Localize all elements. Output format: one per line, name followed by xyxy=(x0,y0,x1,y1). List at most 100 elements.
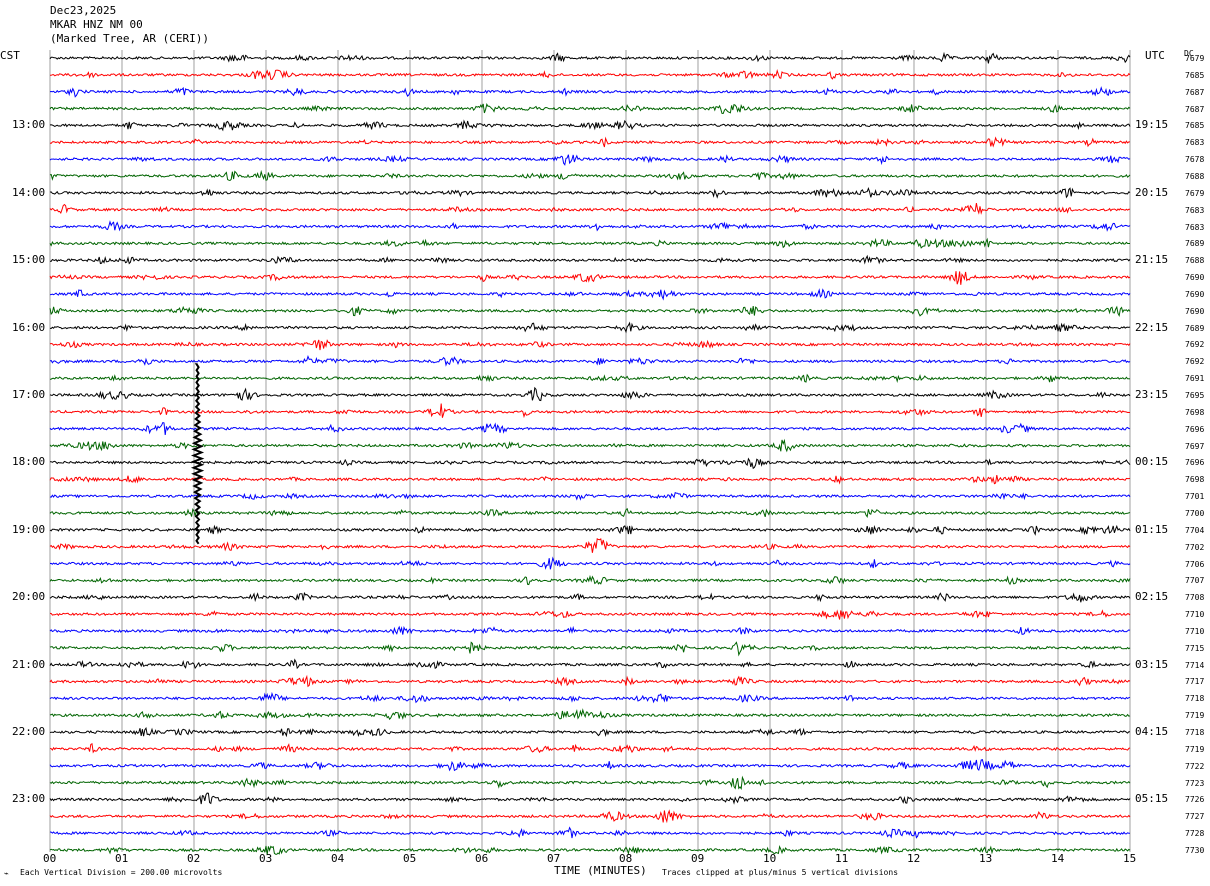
x-tick-label: 03 xyxy=(259,852,273,865)
dc-offset-label: 7688 xyxy=(1185,256,1205,266)
header-channel: MKAR HNZ NM 00 xyxy=(50,18,143,31)
left-time-label: 13:00 xyxy=(12,118,46,132)
dc-offset-label: 7700 xyxy=(1185,508,1205,518)
dc-offset-label: 7708 xyxy=(1185,593,1205,603)
dc-offset-label: 7698 xyxy=(1185,407,1205,417)
trace-28 xyxy=(49,507,1131,518)
dc-offset-label: 7683 xyxy=(1185,205,1205,215)
trace-48 xyxy=(49,845,1131,856)
dc-offset-label: 7687 xyxy=(1185,87,1205,97)
dc-offset-label: 7726 xyxy=(1185,795,1205,805)
right-time-label: 02:15 xyxy=(1135,590,1169,604)
trace-33 xyxy=(49,591,1131,603)
trace-20 xyxy=(49,373,1131,383)
trace-15 xyxy=(49,288,1131,301)
dc-offset-label: 7727 xyxy=(1185,812,1205,822)
dc-offset-label: 7695 xyxy=(1185,391,1205,401)
trace-7 xyxy=(49,154,1131,166)
dc-column-label: DC xyxy=(1184,49,1194,58)
dc-offset-label: 7707 xyxy=(1185,576,1205,586)
trace-39 xyxy=(49,691,1131,704)
right-time-label: 04:15 xyxy=(1135,725,1169,739)
trace-26 xyxy=(49,475,1131,485)
dc-offset-label: 7719 xyxy=(1185,711,1205,721)
event-spike xyxy=(190,363,205,545)
vertical-scale-note: Each Vertical Division = 200.00 microvol… xyxy=(20,868,223,877)
right-time-label: 01:15 xyxy=(1135,522,1169,536)
trace-14 xyxy=(49,271,1131,285)
trace-9 xyxy=(49,187,1131,199)
dc-offset-label: 7696 xyxy=(1185,458,1205,468)
trace-1 xyxy=(49,51,1131,64)
dc-offset-label: 7683 xyxy=(1185,222,1205,232)
trace-45 xyxy=(49,792,1131,805)
trace-47 xyxy=(49,826,1131,839)
trace-5 xyxy=(49,119,1131,132)
trace-19 xyxy=(49,355,1131,367)
dc-offset-label: 7689 xyxy=(1185,239,1205,249)
trace-30 xyxy=(49,537,1131,553)
trace-4 xyxy=(49,102,1131,115)
dc-offset-label: 7683 xyxy=(1185,138,1205,148)
dc-offset-label: 7719 xyxy=(1185,744,1205,754)
trace-13 xyxy=(49,254,1131,265)
dc-offset-label: 7678 xyxy=(1185,155,1205,165)
right-time-label: 00:15 xyxy=(1135,455,1169,469)
dc-offset-label: 7690 xyxy=(1185,289,1205,299)
trace-11 xyxy=(49,220,1131,232)
dc-offset-label: 7696 xyxy=(1185,424,1205,434)
left-time-label: 15:00 xyxy=(12,253,46,267)
trace-40 xyxy=(49,708,1131,721)
x-tick-label: 02 xyxy=(187,852,201,865)
dc-offset-label: 7718 xyxy=(1185,694,1205,704)
dc-offset-label: 7710 xyxy=(1185,610,1205,620)
trace-44 xyxy=(49,775,1131,790)
trace-16 xyxy=(49,305,1131,317)
dc-offset-label: 7728 xyxy=(1185,829,1205,839)
dc-offset-label: 7697 xyxy=(1185,441,1205,451)
trace-25 xyxy=(49,457,1131,470)
trace-32 xyxy=(49,574,1131,586)
x-tick-label: 12 xyxy=(907,852,921,865)
x-axis-label: TIME (MINUTES) xyxy=(554,864,647,877)
dc-offset-label: 7722 xyxy=(1185,761,1205,771)
left-time-label: 14:00 xyxy=(12,185,46,199)
trace-21 xyxy=(49,386,1131,402)
left-time-label: 17:00 xyxy=(12,388,46,402)
right-time-label: 21:15 xyxy=(1135,253,1169,267)
trace-29 xyxy=(49,524,1131,536)
right-time-label: 05:15 xyxy=(1135,792,1169,806)
dc-offset-label: 7687 xyxy=(1185,104,1205,114)
trace-17 xyxy=(49,321,1131,334)
trace-18 xyxy=(49,339,1131,351)
dc-offset-label: 7715 xyxy=(1185,643,1205,653)
left-time-label: 20:00 xyxy=(12,590,46,604)
header-location: (Marked Tree, AR (CERI)) xyxy=(50,32,209,45)
trace-36 xyxy=(49,641,1131,657)
x-tick-label: 07 xyxy=(547,852,561,865)
trace-35 xyxy=(49,625,1131,635)
dc-offset-label: 7692 xyxy=(1185,340,1205,350)
trace-37 xyxy=(49,658,1131,670)
trace-43 xyxy=(49,758,1131,772)
trace-34 xyxy=(49,609,1131,620)
dc-offset-label: 7688 xyxy=(1185,171,1205,181)
right-time-label: 23:15 xyxy=(1135,388,1169,402)
trace-12 xyxy=(49,237,1130,249)
trace-23 xyxy=(49,422,1131,435)
clip-note: Traces clipped at plus/minus 5 vertical … xyxy=(662,868,899,877)
dc-offset-label: 7691 xyxy=(1185,374,1205,384)
trace-6 xyxy=(49,136,1130,148)
dc-offset-label: 7698 xyxy=(1185,475,1205,485)
x-tick-label: 00 xyxy=(43,852,57,865)
trace-8 xyxy=(49,169,1131,182)
right-time-label: 20:15 xyxy=(1135,185,1169,199)
left-time-label: 23:00 xyxy=(12,792,46,806)
trace-41 xyxy=(49,727,1130,738)
dc-offset-label: 7701 xyxy=(1185,492,1205,502)
dc-offset-label: 7723 xyxy=(1185,778,1205,788)
dc-offset-label: 7679 xyxy=(1185,54,1205,63)
scale-marker: ⌁ xyxy=(4,869,9,878)
minute-grid xyxy=(49,50,1131,852)
